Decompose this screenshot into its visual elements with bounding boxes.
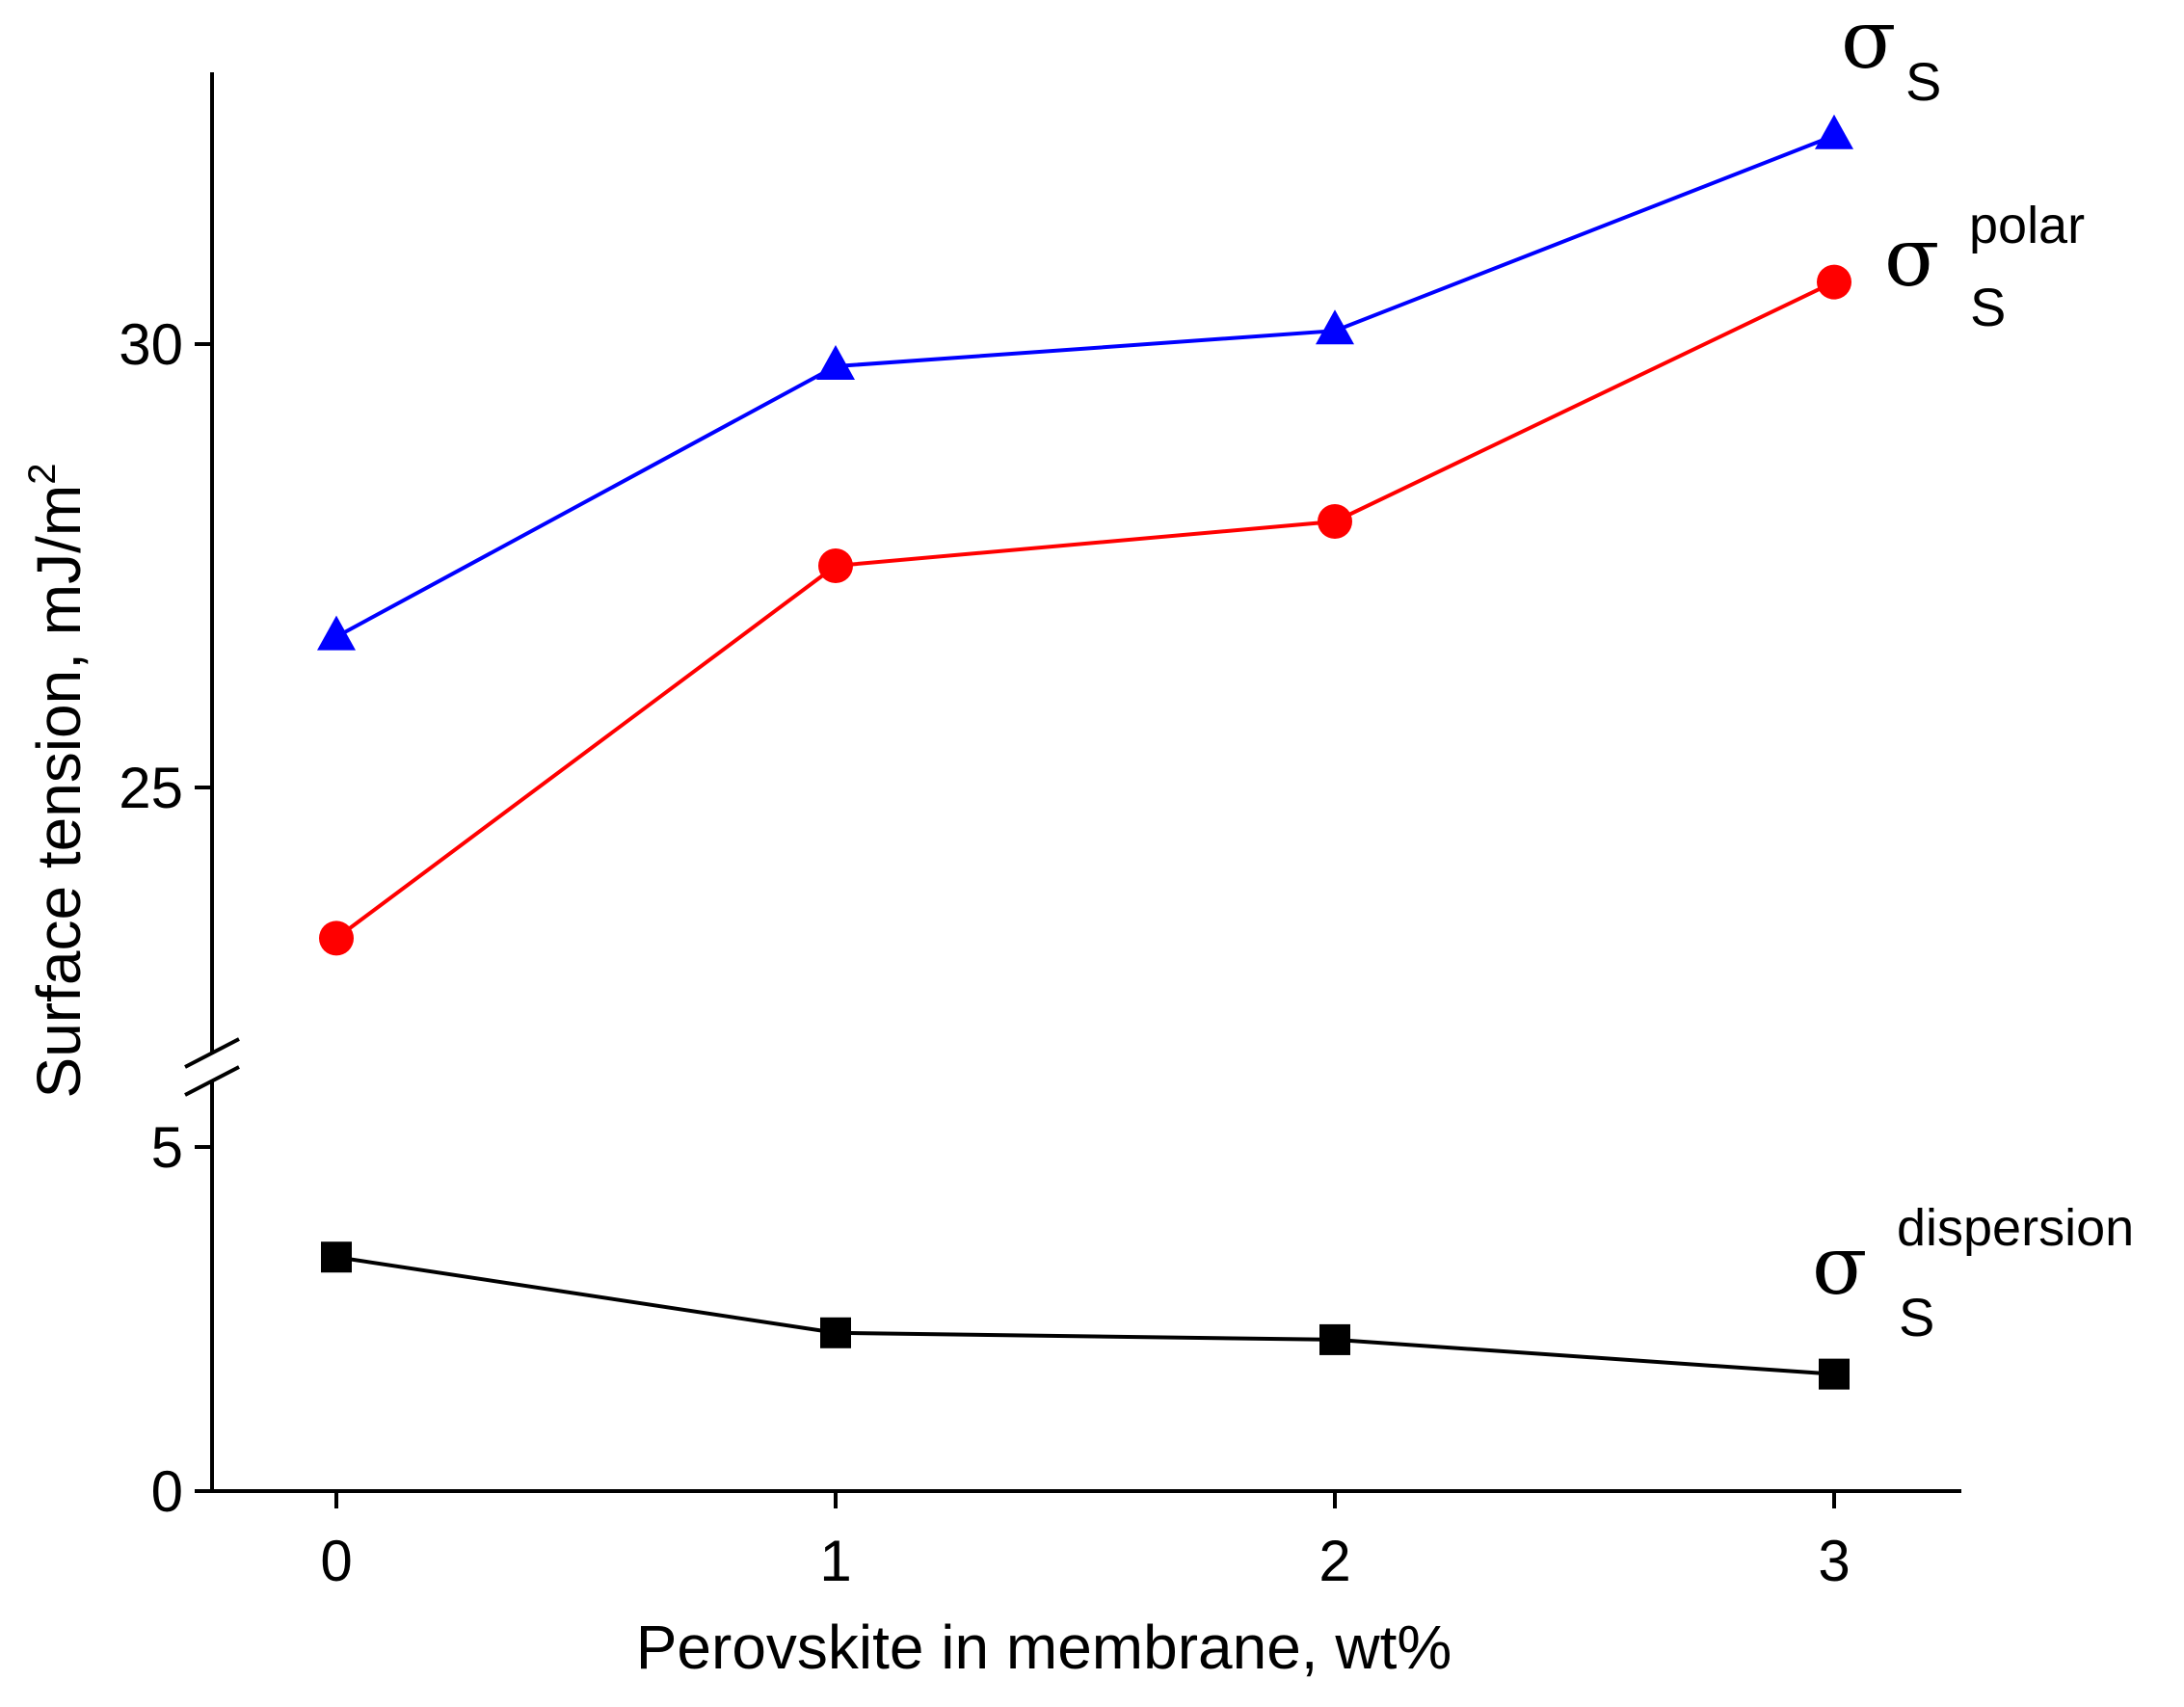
data-point-sigma_s_dispersion bbox=[1819, 1358, 1850, 1390]
series-line-sigma_s_dispersion bbox=[335, 1255, 1835, 1376]
label-sigma-s-dispersion-sub: S bbox=[1899, 1287, 1934, 1347]
axis-break-marker bbox=[184, 1037, 240, 1097]
x-tick-label: 1 bbox=[819, 1529, 851, 1593]
series-sigma_s_dispersion bbox=[321, 1241, 1850, 1390]
data-point-sigma_s_total bbox=[816, 345, 855, 380]
y-tick-label: 0 bbox=[151, 1459, 183, 1524]
data-point-sigma_s_total bbox=[317, 615, 356, 651]
x-axis-title: Perovskite in membrane, wt% bbox=[636, 1613, 1452, 1682]
data-point-sigma_s_total bbox=[1316, 309, 1354, 345]
label-sigma-s-polar: σ polar S bbox=[1884, 197, 2085, 337]
axis-break-stroke-bottom bbox=[184, 1065, 240, 1097]
x-tick-label: 3 bbox=[1818, 1529, 1850, 1593]
data-point-sigma_s_dispersion bbox=[1319, 1323, 1350, 1355]
label-sigma-s-total: σ S bbox=[1841, 0, 1941, 112]
data-point-sigma_s_polar bbox=[818, 548, 853, 583]
label-sigma-s-total-symbol: σ bbox=[1841, 0, 1896, 87]
y-tick-label: 25 bbox=[119, 756, 183, 820]
label-sigma-s-total-sub: S bbox=[1905, 51, 1941, 112]
label-sigma-s-dispersion-symbol: σ bbox=[1812, 1218, 1867, 1313]
y-tick-label: 5 bbox=[151, 1115, 183, 1180]
label-sigma-s-dispersion: σ dispersion S bbox=[1812, 1199, 2134, 1347]
y-tick-label: 30 bbox=[119, 312, 183, 377]
label-sigma-s-polar-symbol: σ bbox=[1884, 210, 1939, 305]
data-point-sigma_s_dispersion bbox=[820, 1317, 851, 1348]
data-point-sigma_s_polar bbox=[1817, 264, 1851, 300]
y-axis-title-text: Surface tension, mJ/m bbox=[24, 485, 93, 1099]
label-sigma-s-polar-sub: S bbox=[1970, 277, 2006, 337]
series-line-sigma_s_polar bbox=[334, 280, 1835, 941]
axes bbox=[184, 72, 1961, 1493]
series-layer bbox=[317, 114, 1853, 1390]
data-point-sigma_s_total bbox=[1815, 114, 1853, 149]
svg-text:Surface tension, mJ/m2: Surface tension, mJ/m2 bbox=[21, 464, 93, 1099]
data-point-sigma_s_polar bbox=[1318, 504, 1352, 539]
y-ticks: 0 5 25 30 bbox=[119, 312, 212, 1524]
y-axis-title-sup: 2 bbox=[21, 464, 64, 485]
x-tick-label: 2 bbox=[1318, 1529, 1350, 1593]
data-point-sigma_s_polar bbox=[319, 920, 354, 956]
x-ticks: 0 1 2 3 bbox=[320, 1491, 1851, 1593]
series-sigma_s_total bbox=[317, 114, 1853, 651]
y-axis-title: Surface tension, mJ/m2 bbox=[21, 464, 93, 1099]
label-sigma-s-polar-sup: polar bbox=[1969, 197, 2085, 254]
series-sigma_s_polar bbox=[319, 264, 1851, 956]
x-tick-label: 0 bbox=[320, 1529, 352, 1593]
data-point-sigma_s_dispersion bbox=[321, 1241, 352, 1273]
label-sigma-s-dispersion-sup: dispersion bbox=[1897, 1199, 2134, 1257]
axis-break-stroke-top bbox=[184, 1037, 240, 1069]
series-line-sigma_s_total bbox=[335, 133, 1835, 639]
